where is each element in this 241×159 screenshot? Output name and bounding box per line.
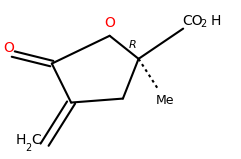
Text: 2: 2: [200, 19, 206, 29]
Text: R: R: [129, 40, 137, 49]
Text: 2: 2: [25, 143, 31, 153]
Text: H: H: [16, 133, 26, 147]
Text: CO: CO: [182, 14, 203, 28]
Text: C: C: [31, 133, 41, 147]
Text: H: H: [211, 14, 221, 28]
Text: Me: Me: [155, 94, 174, 107]
Text: O: O: [104, 16, 115, 30]
Text: O: O: [4, 41, 15, 55]
